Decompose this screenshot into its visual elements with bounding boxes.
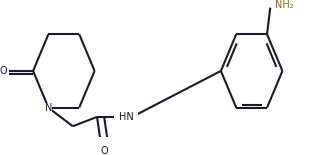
Text: NH₂: NH₂ <box>275 0 293 10</box>
Text: O: O <box>0 66 7 76</box>
Text: HN: HN <box>119 112 133 122</box>
Text: N: N <box>45 103 52 113</box>
Text: O: O <box>101 146 109 155</box>
